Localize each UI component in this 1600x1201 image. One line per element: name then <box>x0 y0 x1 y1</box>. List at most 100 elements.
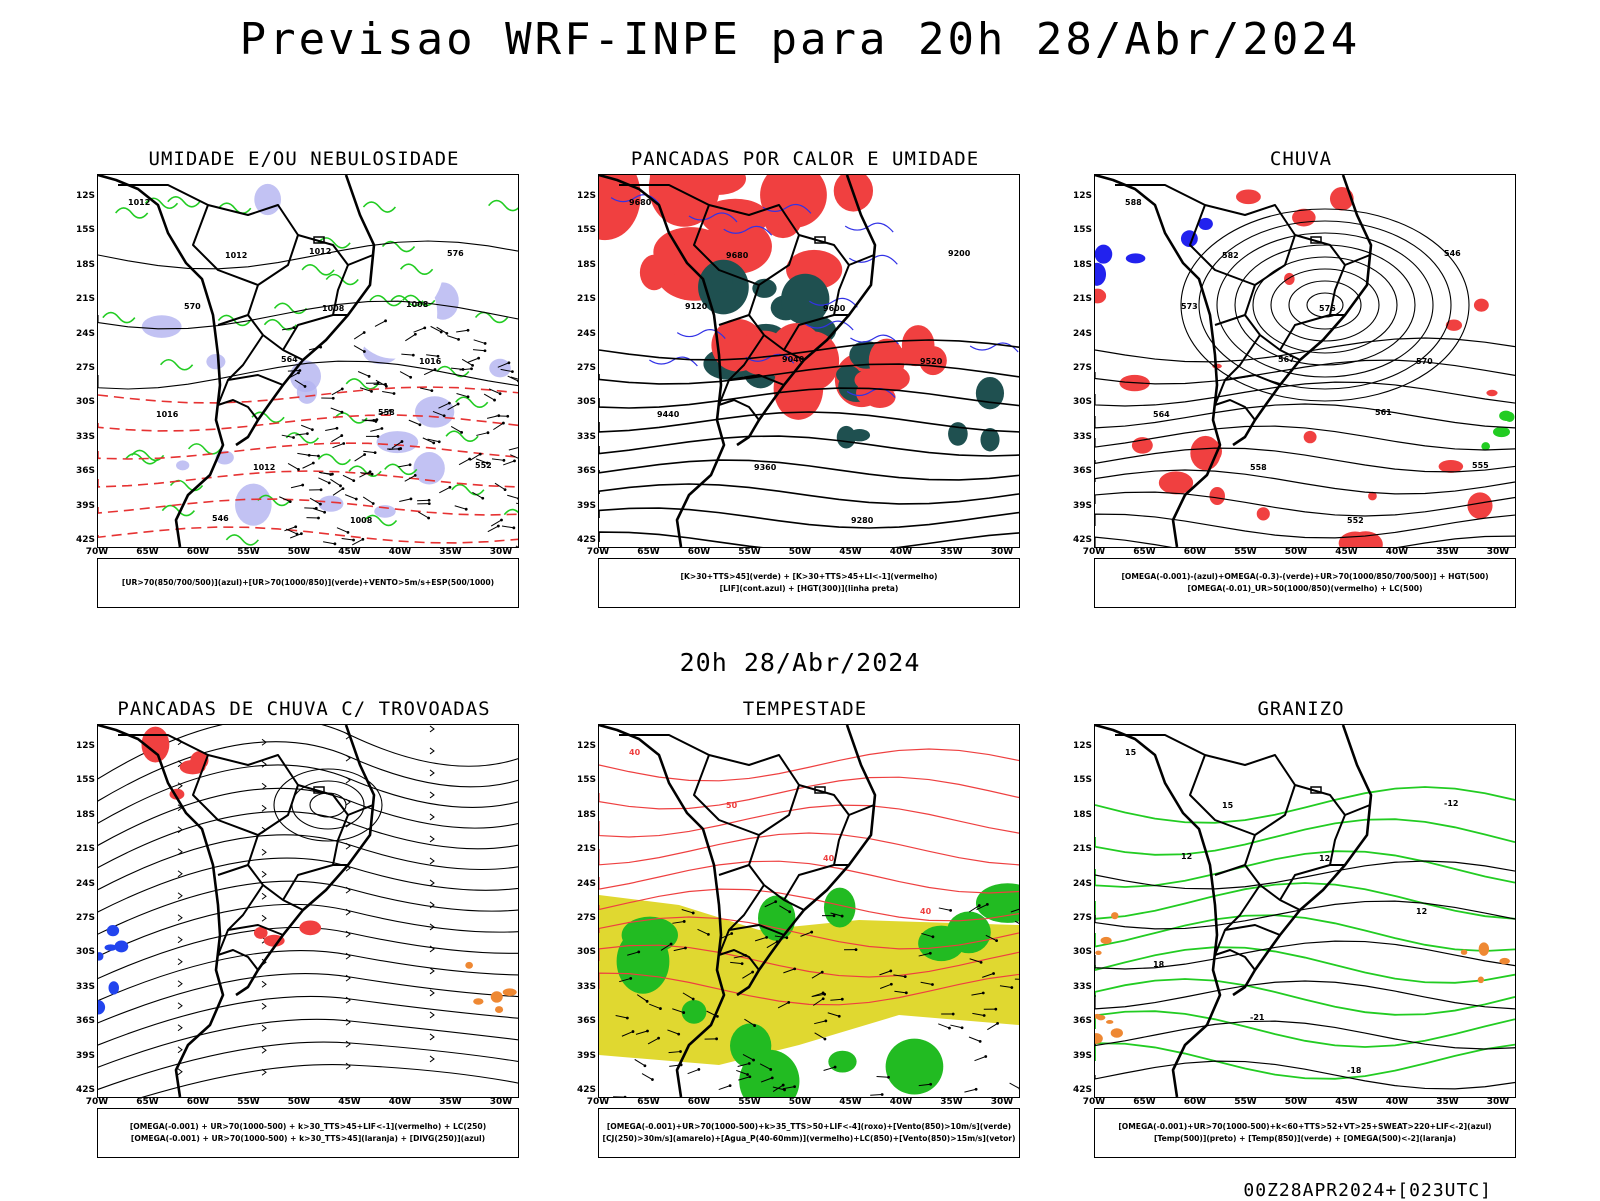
legend-box: [OMEGA(-0.001)-(azul)+OMEGA(-0.3)-(verde… <box>1094 558 1516 608</box>
latitude-label: 12S <box>71 191 95 201</box>
contour-label: -12 <box>1444 799 1458 808</box>
contour-label: 9040 <box>782 355 805 364</box>
longitude-label: 55W <box>735 1097 765 1107</box>
latitude-label: 15S <box>71 225 95 235</box>
longitude-label: 45W <box>1332 1097 1362 1107</box>
latitude-label: 18S <box>1068 810 1092 820</box>
panel-title: CHUVA <box>1066 148 1536 170</box>
legend-line: [UR>70(850/700/500)](azul)+[UR>70(1000/8… <box>122 577 494 589</box>
contour-label: 558 <box>378 408 395 417</box>
contour-label: 12 <box>1319 854 1330 863</box>
contour-label: 9280 <box>851 516 874 525</box>
longitude-label: 70W <box>82 547 112 557</box>
longitude-label: 35W <box>436 1097 466 1107</box>
latitude-label: 42S <box>572 1085 596 1095</box>
legend-line: [OMEGA(-0.001)+UR>70(1000-500)+k<60+TTS>… <box>1118 1121 1491 1133</box>
legend-box: [OMEGA(-0.001)+UR>70(1000-500)+k<60+TTS>… <box>1094 1108 1516 1158</box>
latitude-label: 36S <box>71 1016 95 1026</box>
latitude-label: 27S <box>572 913 596 923</box>
longitude-label: 55W <box>234 547 264 557</box>
longitude-label: 35W <box>937 1097 967 1107</box>
longitude-label: 70W <box>82 1097 112 1107</box>
latitude-label: 18S <box>572 260 596 270</box>
latitude-label: 27S <box>1068 913 1092 923</box>
latitude-label: 15S <box>71 775 95 785</box>
longitude-label: 50W <box>785 547 815 557</box>
contour-label: 15 <box>1222 801 1234 810</box>
contour-label: 558 <box>1250 463 1267 472</box>
contour-label: -18 <box>1347 1066 1362 1075</box>
latitude-label: 30S <box>71 947 95 957</box>
contour-label: 1012 <box>253 463 275 472</box>
contour-label: 576 <box>1319 304 1336 313</box>
latitude-label: 21S <box>1068 844 1092 854</box>
mid-time-label: 20h 28/Abr/2024 <box>0 648 1600 677</box>
latitude-label: 36S <box>572 466 596 476</box>
longitude-label: 40W <box>886 1097 916 1107</box>
latitude-label: 36S <box>1068 466 1092 476</box>
contour-label: 567 <box>1278 355 1295 364</box>
longitude-label: 55W <box>234 1097 264 1107</box>
latitude-label: 24S <box>71 879 95 889</box>
longitude-label: 40W <box>886 547 916 557</box>
contour-label: 561 <box>1375 408 1392 417</box>
longitude-label: 45W <box>836 547 866 557</box>
map-trovoadas <box>97 724 519 1098</box>
latitude-label: 15S <box>572 225 596 235</box>
latitude-label: 24S <box>71 329 95 339</box>
contour-label: 40 <box>823 854 835 863</box>
longitude-label: 55W <box>735 547 765 557</box>
longitude-label: 30W <box>987 547 1017 557</box>
latitude-label: 39S <box>1068 1051 1092 1061</box>
latitude-label: 21S <box>572 294 596 304</box>
latitude-label: 39S <box>71 501 95 511</box>
legend-box: [OMEGA(-0.001) + UR>70(1000-500) + k>30_… <box>97 1108 519 1158</box>
legend-box: [OMEGA(-0.001)+UR>70(1000-500)+k>35_TTS>… <box>598 1108 1020 1158</box>
legend-line: [LIF](cont.azul) + [HGT(300)](linha pret… <box>720 583 899 595</box>
contour-label: 1008 <box>406 300 429 309</box>
longitude-label: 65W <box>634 547 664 557</box>
contour-label: 12 <box>1181 852 1192 861</box>
panel-title: TEMPESTADE <box>570 698 1040 720</box>
contour-label: 1012 <box>225 251 247 260</box>
latitude-label: 33S <box>1068 432 1092 442</box>
longitude-label: 50W <box>1281 1097 1311 1107</box>
map-canvas <box>98 725 518 1097</box>
contour-label: 9440 <box>657 410 680 419</box>
latitude-label: 15S <box>572 775 596 785</box>
contour-label: 40 <box>920 907 932 916</box>
latitude-label: 42S <box>71 1085 95 1095</box>
latitude-label: 24S <box>1068 329 1092 339</box>
latitude-label: 39S <box>1068 501 1092 511</box>
contour-label: 582 <box>1222 251 1239 260</box>
contour-label: 1016 <box>419 357 442 366</box>
longitude-label: 60W <box>684 547 714 557</box>
latitude-label: 36S <box>71 466 95 476</box>
legend-box: [K>30+TTS>45](verde) + [K>30+TTS>45+LI<-… <box>598 558 1020 608</box>
latitude-label: 27S <box>71 913 95 923</box>
latitude-label: 18S <box>1068 260 1092 270</box>
latitude-label: 12S <box>572 191 596 201</box>
latitude-label: 12S <box>1068 191 1092 201</box>
latitude-label: 15S <box>1068 225 1092 235</box>
latitude-label: 12S <box>71 741 95 751</box>
contour-label: 564 <box>281 355 298 364</box>
latitude-label: 21S <box>572 844 596 854</box>
contour-label: 570 <box>1416 357 1433 366</box>
contour-label: 1008 <box>322 304 345 313</box>
panel-umidade: UMIDADE E/OU NEBULOSIDADE 1012 1012 1008 10… <box>69 148 539 628</box>
longitude-label: 45W <box>335 1097 365 1107</box>
panel-title: UMIDADE E/OU NEBULOSIDADE <box>69 148 539 170</box>
latitude-label: 24S <box>572 879 596 889</box>
contour-label: 546 <box>1444 249 1461 258</box>
longitude-label: 65W <box>133 1097 163 1107</box>
latitude-label: 39S <box>71 1051 95 1061</box>
legend-line: [K>30+TTS>45](verde) + [K>30+TTS>45+LI<-… <box>680 571 937 583</box>
longitude-label: 30W <box>1483 547 1513 557</box>
contour-label: 1016 <box>156 410 179 419</box>
longitude-label: 35W <box>937 547 967 557</box>
longitude-label: 40W <box>1382 547 1412 557</box>
